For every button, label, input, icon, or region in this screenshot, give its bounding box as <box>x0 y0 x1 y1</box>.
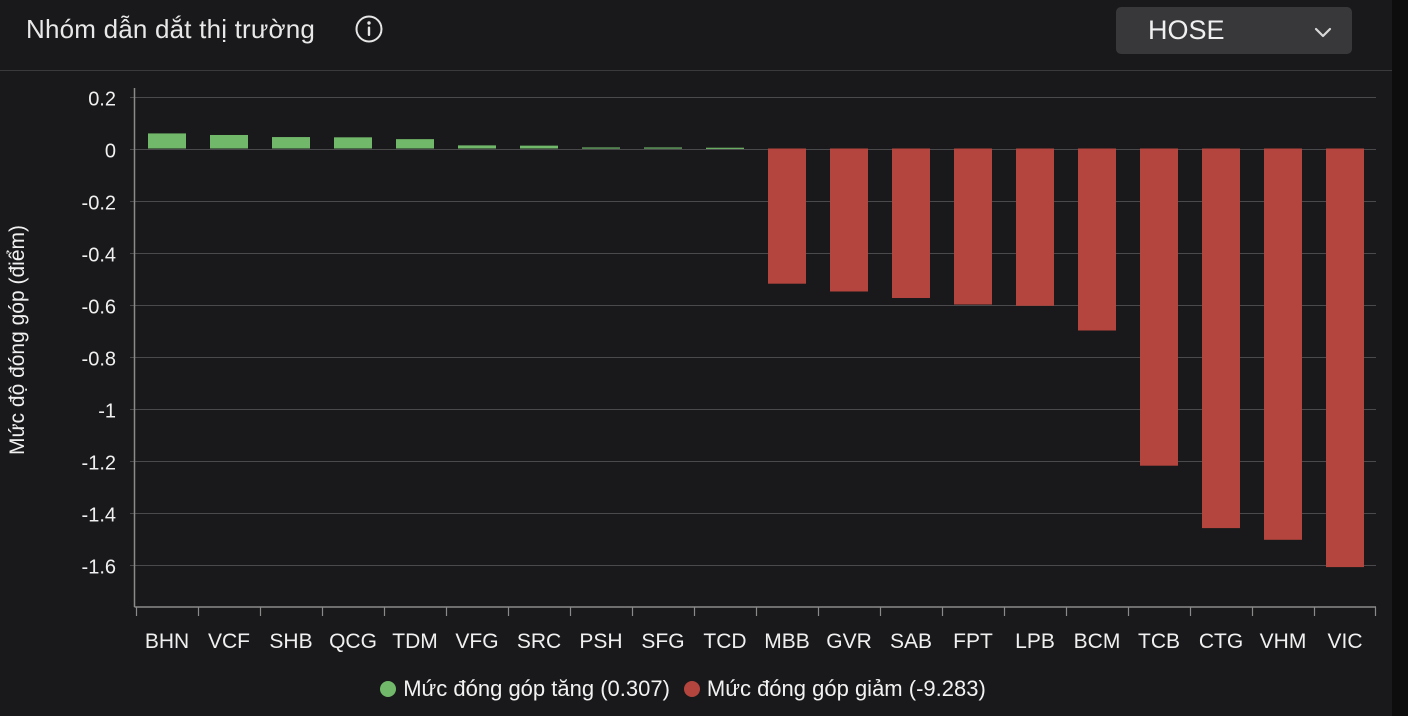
x-tick-label: SRC <box>517 630 561 653</box>
bar-lpb <box>1016 148 1054 306</box>
x-tick-label: SFG <box>641 630 684 653</box>
y-tick-label: -0.4 <box>82 245 116 267</box>
bar-mbb <box>768 148 806 284</box>
bar-tcb <box>1140 148 1178 466</box>
bar-vcf <box>210 134 248 149</box>
x-tick-label: BCM <box>1074 630 1121 653</box>
scrollbar-track[interactable] <box>1392 0 1408 716</box>
exchange-select[interactable]: HOSE <box>1116 7 1352 54</box>
y-axis-title: Mức độ đóng góp (điểm) <box>6 225 29 455</box>
bar-psh <box>582 147 620 149</box>
info-circle-icon[interactable] <box>354 14 384 44</box>
contribution-bar-chart: 0.2 0 -0.2 -0.4 -0.6 -0.8 -1 -1.2 -1.4 -1.6 Mức độ… <box>6 88 1377 653</box>
bar-gvr <box>830 148 868 292</box>
bar-sfg <box>644 147 682 149</box>
y-tick-label: -1.2 <box>82 453 116 475</box>
bar-fpt <box>954 148 992 305</box>
legend-item-negative[interactable]: Mức đóng góp giảm (-9.283) <box>683 676 986 702</box>
bar-vfg <box>458 145 496 149</box>
legend-item-positive[interactable]: Mức đóng góp tăng (0.307) <box>380 676 670 702</box>
chevron-down-icon <box>1314 27 1332 38</box>
bar-shb <box>272 137 310 149</box>
bar-sab <box>892 148 930 298</box>
y-tick-label: 0.2 <box>88 89 116 111</box>
x-tick-label: VCF <box>208 630 250 653</box>
widget-title: Nhóm dẫn dắt thị trường <box>26 14 316 44</box>
x-tick-label: PSH <box>579 630 622 653</box>
x-tick-label: TCD <box>703 630 746 653</box>
y-tick-label: -0.8 <box>82 349 116 371</box>
y-tick-label: -0.2 <box>82 193 116 215</box>
bar-vhm <box>1264 148 1302 540</box>
bar-bcm <box>1078 148 1116 331</box>
x-tick-label: GVR <box>826 630 872 653</box>
widget-header: Nhóm dẫn dắt thị trường HOSE <box>0 0 1392 71</box>
x-tick-label: TDM <box>392 630 438 653</box>
legend-positive-label: Mức đóng góp tăng (0.307) <box>403 676 670 701</box>
bar-qcg <box>334 137 372 149</box>
x-tick-label: FPT <box>953 630 993 653</box>
x-tick-label: VFG <box>455 630 498 653</box>
x-tick-label: BHN <box>145 630 189 653</box>
y-tick-label: -0.6 <box>82 297 116 319</box>
y-tick-label: -1 <box>98 401 116 423</box>
x-tick-label: SHB <box>269 630 312 653</box>
x-tick-label: LPB <box>1015 630 1055 653</box>
x-tick-label: CTG <box>1199 630 1243 653</box>
bar-src <box>520 145 558 149</box>
bar-ctg <box>1202 148 1240 529</box>
x-tick-label: VHM <box>1260 630 1307 653</box>
x-tick-label: SAB <box>890 630 932 653</box>
x-tick-label: QCG <box>329 630 377 653</box>
exchange-select-value: HOSE <box>1148 15 1225 45</box>
bar-tcd <box>706 147 744 149</box>
y-tick-label: -1.6 <box>82 557 116 579</box>
bar-tdm <box>396 139 434 149</box>
legend-negative-swatch <box>683 681 700 697</box>
bar-bhn <box>148 133 186 149</box>
chart-legend: Mức đóng góp tăng (0.307) Mức đóng góp g… <box>0 676 1366 702</box>
x-tick-label: VIC <box>1327 630 1362 653</box>
x-tick-label: MBB <box>764 630 810 653</box>
x-tick-label: TCB <box>1138 630 1180 653</box>
y-tick-label: 0 <box>105 141 116 163</box>
legend-positive-swatch <box>380 681 397 697</box>
y-tick-label: -1.4 <box>82 505 116 527</box>
legend-negative-label: Mức đóng góp giảm (-9.283) <box>706 676 986 701</box>
bar-vic <box>1326 148 1364 568</box>
